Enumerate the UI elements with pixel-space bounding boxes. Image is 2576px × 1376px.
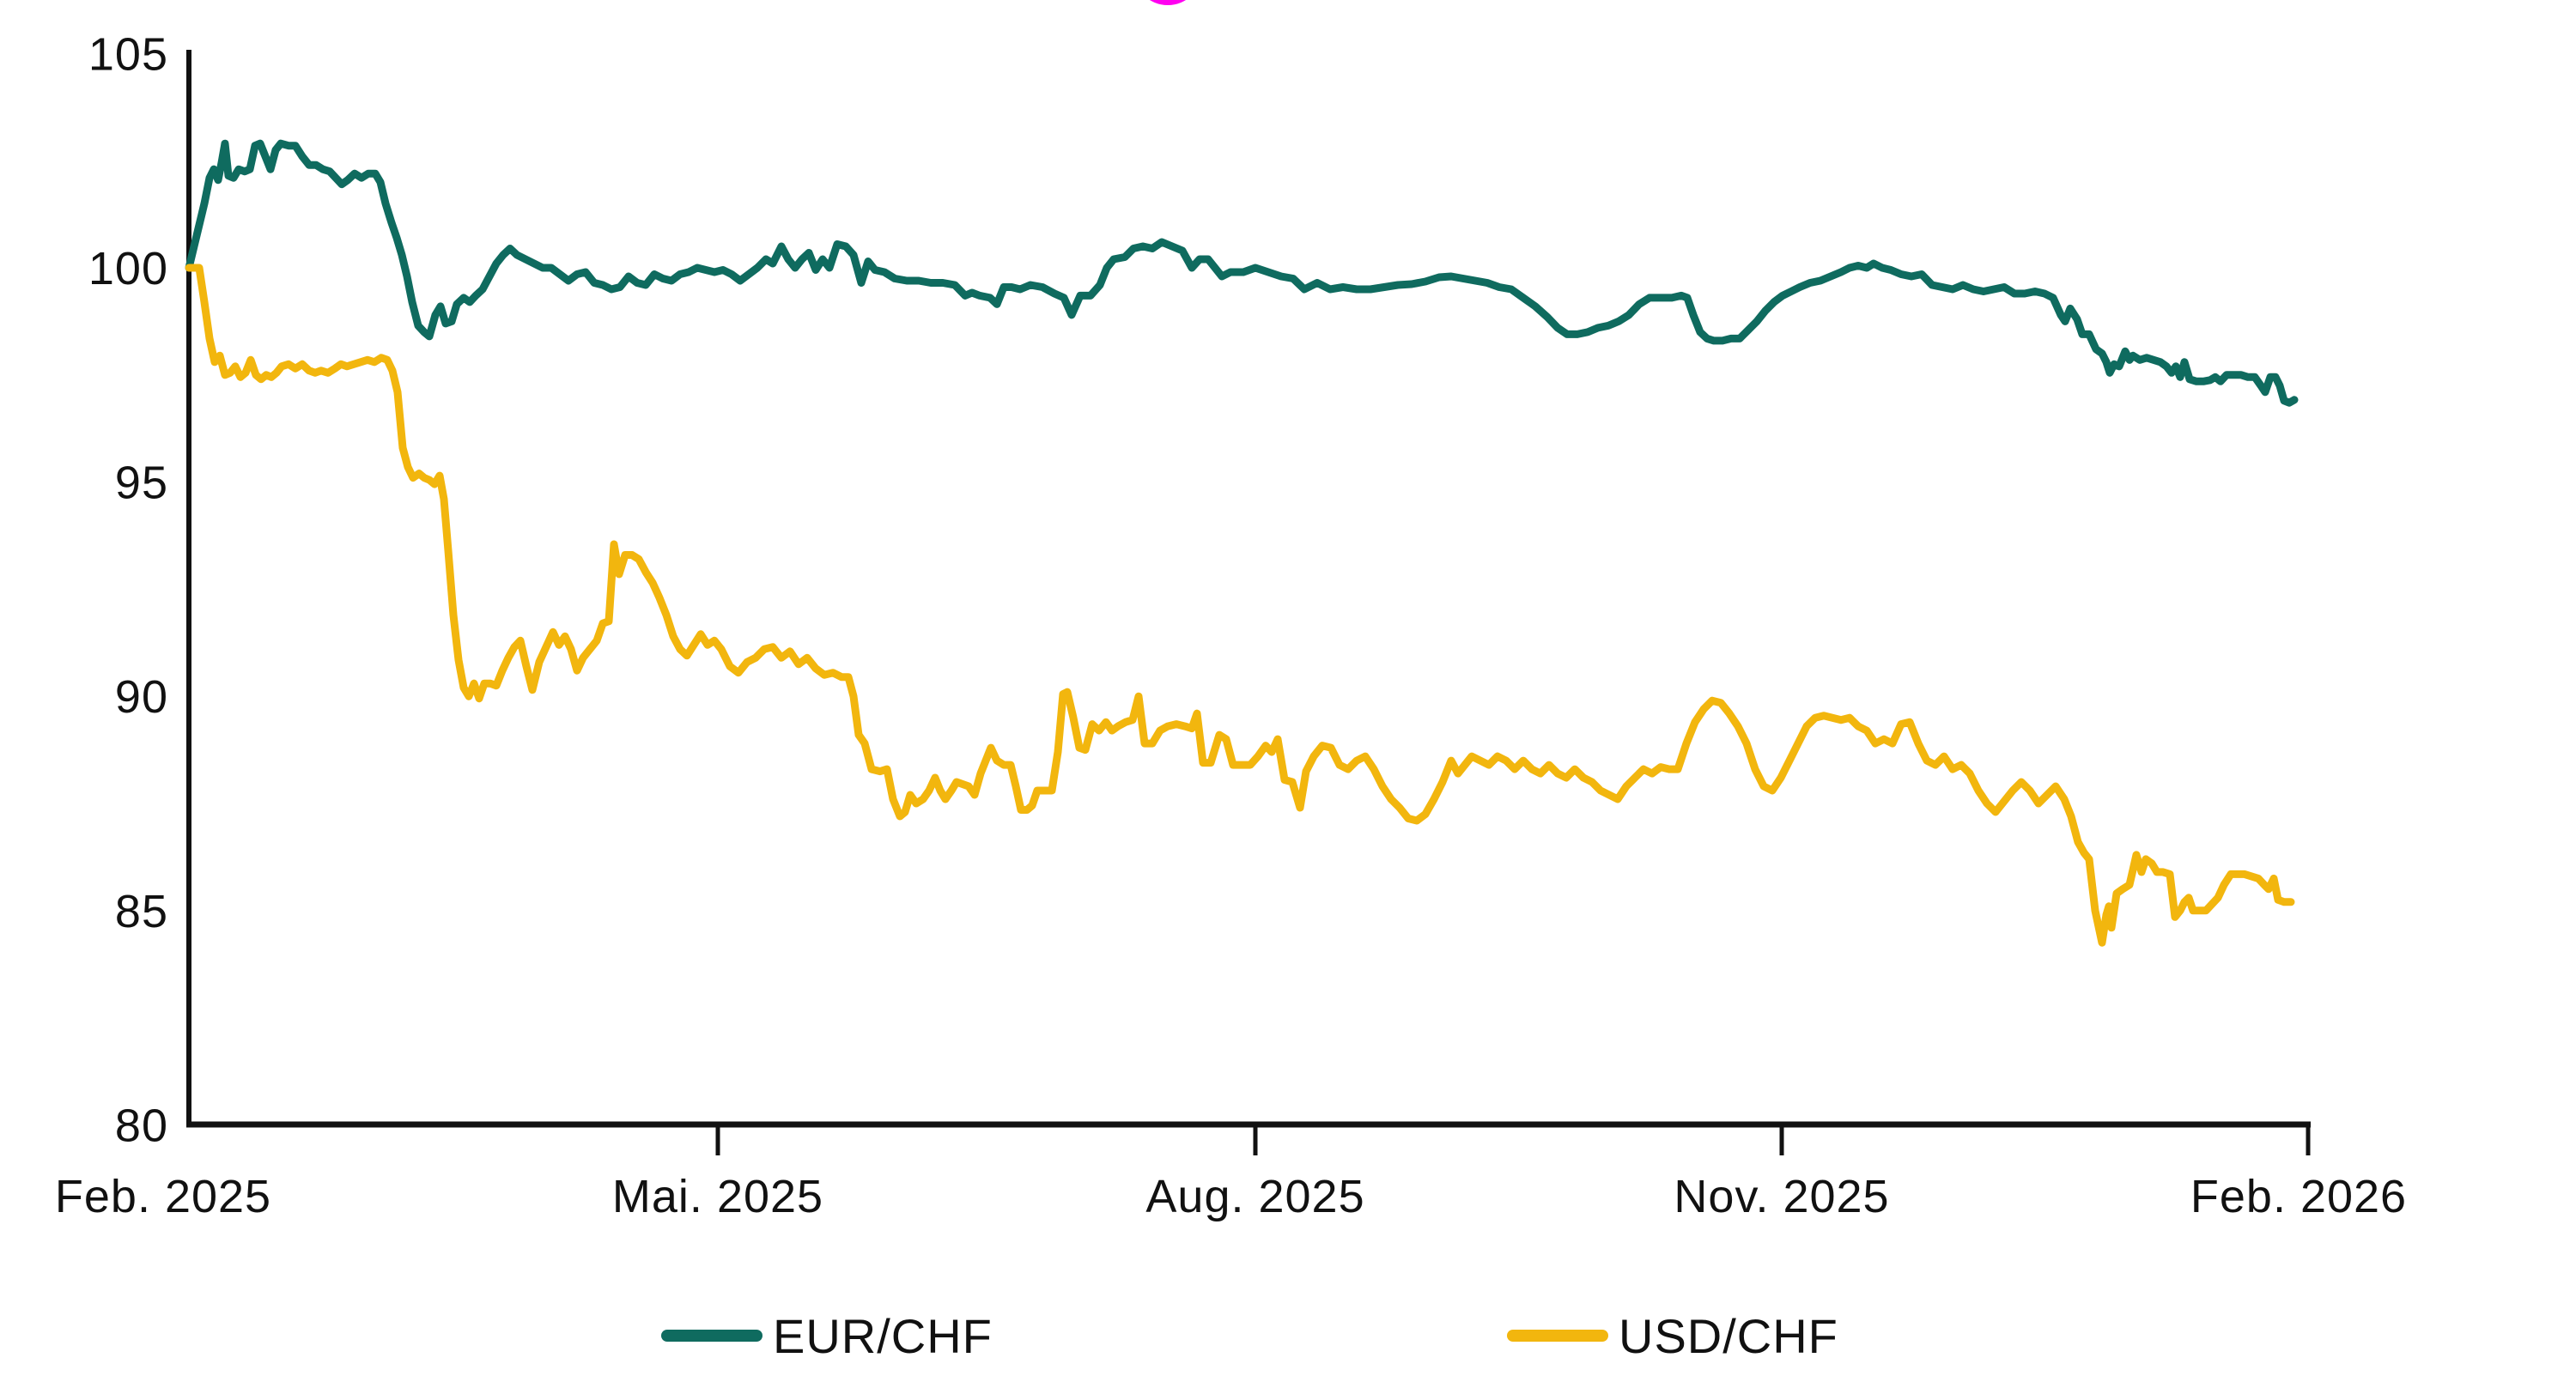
x-axis-ticks (715, 1124, 2311, 1155)
eur-chf-line (185, 139, 2299, 407)
x-tick-label: Nov. 2025 (1674, 1171, 1889, 1222)
magenta-dot-decoration (1149, 0, 1187, 5)
usd-chf-legend-label: USD/CHF (1619, 1309, 1838, 1363)
usd-chf-line (185, 264, 2295, 947)
y-tick-label-80: 80 (115, 1100, 168, 1151)
y-tick-label-85: 85 (115, 886, 168, 937)
y-tick-label-105: 105 (88, 28, 168, 80)
series-lines (185, 139, 2299, 947)
x-tick-label: Aug. 2025 (1145, 1171, 1364, 1222)
x-tick-label: Mai. 2025 (612, 1171, 823, 1222)
y-tick-label-90: 90 (115, 671, 168, 723)
y-tick-label-95: 95 (115, 458, 168, 509)
eur-chf-legend-swatch (661, 1330, 762, 1342)
x-axis-tick-labels: Feb. 2025 Mai. 2025 Aug. 2025 Nov. 2025 Feb.… (55, 1171, 2407, 1222)
chart-legend: EUR/CHF USD/CHF (661, 1309, 1838, 1363)
y-axis-tick-labels: 105 100 95 90 85 80 (88, 28, 168, 1151)
eur-chf-legend-label: EUR/CHF (773, 1309, 993, 1363)
usd-chf-legend-swatch (1507, 1330, 1608, 1342)
x-tick-label: Feb. 2025 (55, 1171, 271, 1222)
y-tick-label-100: 100 (88, 243, 168, 294)
x-tick-label: Feb. 2026 (2190, 1171, 2407, 1222)
